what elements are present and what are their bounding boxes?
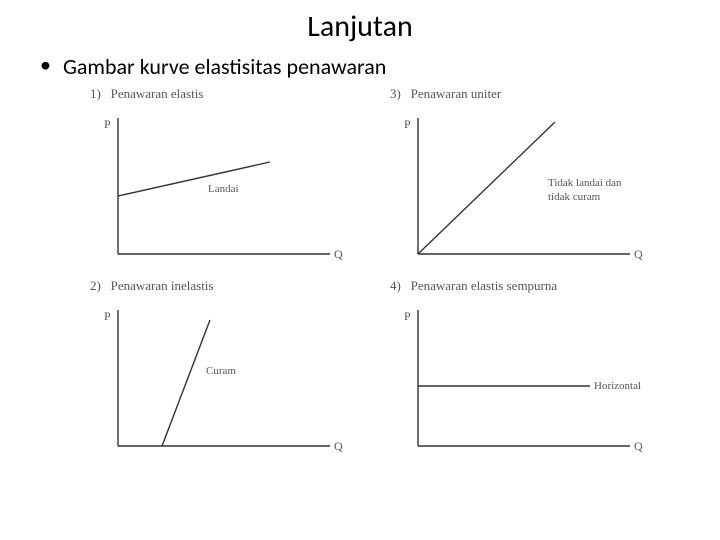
panel-2: 2) Penawaran inelastis P Q Curam (90, 278, 370, 466)
panel-1-annotation: Landai (208, 183, 239, 195)
figure-area: 1) Penawaran elastis P Q Landai 3) Penaw… (90, 86, 670, 466)
panel-3-num: 3) (390, 86, 401, 101)
panel-4-num: 4) (390, 278, 401, 293)
panel-1: 1) Penawaran elastis P Q Landai (90, 86, 370, 274)
panel-3-title: 3) Penawaran uniter (390, 86, 670, 102)
panel-3-annotation-2: tidak curam (548, 191, 601, 203)
panel-1-name: Penawaran elastis (111, 86, 204, 101)
panel-3-ylabel: P (404, 117, 411, 131)
panel-4-title: 4) Penawaran elastis sempurna (390, 278, 670, 294)
panel-2-title: 2) Penawaran inelastis (90, 278, 370, 294)
panel-1-num: 1) (90, 86, 101, 101)
panel-4-chart: P Q Horizontal (390, 296, 650, 466)
panel-3-curve (418, 122, 555, 254)
panel-2-annotation: Curam (206, 365, 236, 377)
panel-4: 4) Penawaran elastis sempurna P Q Horizo… (390, 278, 670, 466)
panel-2-xlabel: Q (334, 439, 343, 453)
panel-1-title: 1) Penawaran elastis (90, 86, 370, 102)
bullet-item: • Gambar kurve elastisitas penawaran (30, 53, 690, 80)
panel-1-curve (118, 162, 270, 196)
panel-4-xlabel: Q (634, 439, 643, 453)
panel-3-annotation: Tidak landai dan (548, 177, 622, 189)
panel-4-ylabel: P (404, 309, 411, 323)
panel-1-ylabel: P (104, 117, 111, 131)
panel-2-num: 2) (90, 278, 101, 293)
page-title: Lanjutan (30, 8, 690, 45)
panel-3-xlabel: Q (634, 247, 643, 261)
panel-1-xlabel: Q (334, 247, 343, 261)
panel-3: 3) Penawaran uniter P Q Tidak landai dan… (390, 86, 670, 274)
panel-grid: 1) Penawaran elastis P Q Landai 3) Penaw… (90, 86, 670, 466)
panel-3-chart: P Q Tidak landai dan tidak curam (390, 104, 650, 274)
bullet-glyph: • (40, 53, 51, 77)
panel-4-name: Penawaran elastis sempurna (411, 278, 558, 293)
subtitle-text: Gambar kurve elastisitas penawaran (63, 53, 386, 80)
panel-2-curve (162, 320, 210, 446)
panel-2-name: Penawaran inelastis (111, 278, 214, 293)
panel-4-annotation: Horizontal (594, 380, 641, 392)
panel-2-chart: P Q Curam (90, 296, 350, 466)
panel-1-chart: P Q Landai (90, 104, 350, 274)
panel-2-ylabel: P (104, 309, 111, 323)
panel-3-name: Penawaran uniter (411, 86, 502, 101)
